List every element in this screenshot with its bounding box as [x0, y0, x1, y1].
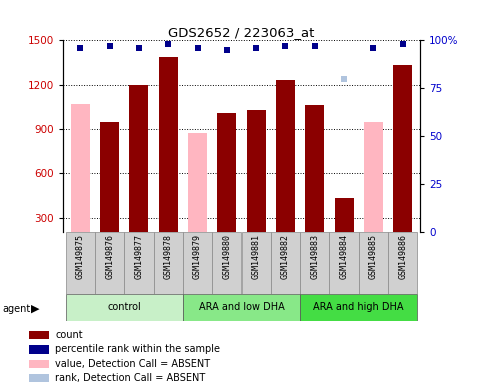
Bar — [159, 56, 178, 232]
Bar — [217, 113, 236, 232]
Text: ARA and high DHA: ARA and high DHA — [313, 302, 404, 312]
Bar — [271, 232, 300, 294]
Text: GSM149883: GSM149883 — [310, 234, 319, 279]
Bar — [100, 122, 119, 232]
Text: percentile rank within the sample: percentile rank within the sample — [55, 344, 220, 354]
Bar — [28, 331, 49, 339]
Text: GSM149875: GSM149875 — [76, 234, 85, 279]
Text: GSM149885: GSM149885 — [369, 234, 378, 279]
Bar — [28, 345, 49, 354]
Bar — [300, 294, 417, 321]
Text: GSM149876: GSM149876 — [105, 234, 114, 279]
Text: GSM149880: GSM149880 — [222, 234, 231, 279]
Text: GSM149884: GSM149884 — [340, 234, 349, 279]
Text: GSM149879: GSM149879 — [193, 234, 202, 279]
Bar — [28, 359, 49, 368]
Bar — [154, 232, 183, 294]
Bar — [66, 294, 183, 321]
Text: value, Detection Call = ABSENT: value, Detection Call = ABSENT — [55, 359, 211, 369]
Text: ARA and low DHA: ARA and low DHA — [199, 302, 284, 312]
Bar — [183, 232, 212, 294]
Bar — [28, 374, 49, 382]
Bar — [300, 232, 329, 294]
Text: GSM149882: GSM149882 — [281, 234, 290, 279]
Bar — [95, 232, 124, 294]
Text: count: count — [55, 330, 83, 340]
Text: agent: agent — [2, 304, 30, 314]
Text: control: control — [107, 302, 141, 312]
Text: rank, Detection Call = ABSENT: rank, Detection Call = ABSENT — [55, 373, 205, 383]
Bar — [359, 232, 388, 294]
Bar — [335, 199, 354, 232]
Bar — [212, 232, 242, 294]
Bar — [188, 133, 207, 232]
Bar — [393, 65, 412, 232]
Bar — [183, 294, 300, 321]
Bar — [71, 104, 90, 232]
Text: GSM149886: GSM149886 — [398, 234, 407, 279]
Bar — [364, 122, 383, 232]
Bar — [242, 232, 271, 294]
Bar — [124, 232, 154, 294]
Text: GSM149881: GSM149881 — [252, 234, 261, 279]
Bar — [66, 232, 95, 294]
Text: GSM149877: GSM149877 — [134, 234, 143, 279]
Text: ▶: ▶ — [31, 304, 40, 314]
Text: GSM149878: GSM149878 — [164, 234, 173, 279]
Bar — [329, 232, 359, 294]
Bar — [276, 80, 295, 232]
Title: GDS2652 / 223063_at: GDS2652 / 223063_at — [168, 26, 315, 39]
Bar — [305, 105, 324, 232]
Bar — [247, 110, 266, 232]
Bar — [388, 232, 417, 294]
Bar — [129, 84, 148, 232]
